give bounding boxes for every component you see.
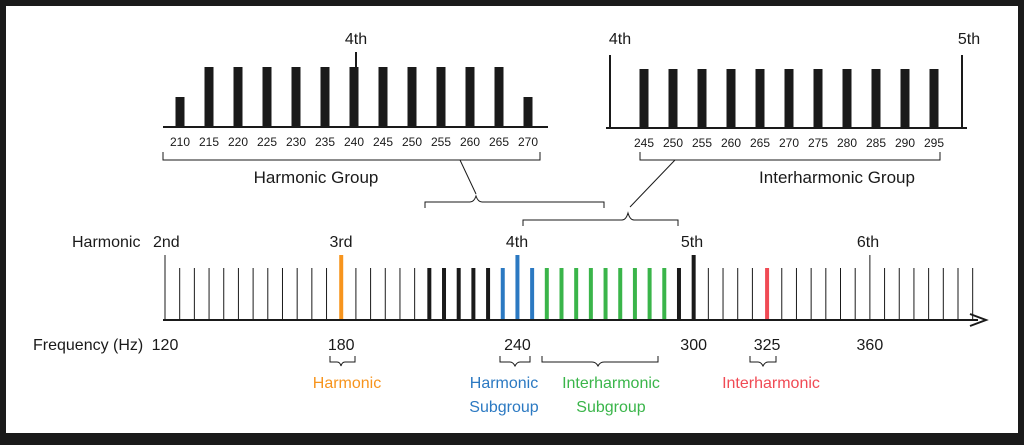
frequency-axis-arrow-icon	[969, 313, 989, 327]
interharmonic-group-frequency-label: 255	[692, 136, 712, 150]
interharmonic-group-bar	[842, 69, 852, 128]
harmonic-group-frequency-label: 210	[170, 135, 190, 149]
interharmonic-group-frequency-label: 270	[779, 136, 799, 150]
interharmonic-group-brace	[522, 211, 679, 226]
interharmonic-group-label: Interharmonic Group	[759, 168, 915, 187]
interharmonic-group-frequency-label: 245	[634, 136, 654, 150]
harmonic-group-bar	[291, 67, 301, 127]
harmonic-group-frequency-label: 230	[286, 135, 306, 149]
harmonic-group-frequency-label: 265	[489, 135, 509, 149]
interharmonic-group-callout	[629, 159, 676, 208]
interharmonic-group-bar	[813, 69, 823, 128]
interharmonic-group-panel: 4th 5th 245 250 255 260 265 270 275 280 285 290 29…	[606, 31, 980, 208]
frequency-tick-label: 240	[504, 337, 531, 354]
interharmonic-group-bar	[726, 69, 736, 128]
interharmonic-group-frequency-label: 290	[895, 136, 915, 150]
interharmonic-group-left-marker-label: 4th	[609, 31, 631, 48]
interharmonic-group-frequency-label: 295	[924, 136, 944, 150]
harmonic-group-bracket	[162, 152, 541, 161]
interharmonic-group-bracket	[639, 152, 941, 161]
interharmonic-group-frequency-label: 285	[866, 136, 886, 150]
harmonic-group-frequency-labels: 210 215 220 225 230 235 240 245 250 255 260 265 270	[170, 135, 538, 149]
legend: Harmonic Harmonic Subgroup Interharmonic…	[313, 375, 820, 416]
harmonic-group-marker-label: 4th	[345, 31, 367, 48]
harmonic-group-frequency-label: 220	[228, 135, 248, 149]
frequency-tick-label: 120	[152, 337, 179, 354]
interharmonic-group-frequency-label: 280	[837, 136, 857, 150]
interharmonic-group-frequency-label: 275	[808, 136, 828, 150]
interharmonic-group-bar	[871, 69, 881, 128]
interharmonic-group-bar	[697, 69, 707, 128]
spectrum: Harmonic 2nd 3rd 4th 5th 6th Frequency (Hz) …	[33, 234, 989, 354]
legend-harmonic: Harmonic	[313, 375, 381, 392]
harmonic-group-bar	[494, 67, 504, 127]
interharmonic-group-frequency-label: 265	[750, 136, 770, 150]
interharmonic-group-bar	[784, 69, 794, 128]
harmonic-group-bar	[233, 67, 243, 127]
harmonic-group-bar	[436, 67, 446, 127]
harmonic-order-labels: 2nd 3rd 4th 5th 6th	[153, 234, 879, 251]
interharmonic-group-bar	[755, 69, 765, 128]
harmonic-group-bar	[204, 67, 214, 127]
interharmonic-group-bar	[668, 69, 678, 128]
harmonic-group-callout	[459, 159, 477, 195]
harmonic-group-brace	[424, 194, 605, 208]
frequency-tick-label: 325	[754, 337, 781, 354]
interharmonic-group-frequency-label: 250	[663, 136, 683, 150]
harmonic-group-bar	[407, 67, 417, 127]
interharmonic-brace	[749, 356, 777, 368]
interharmonic-group-right-marker-label: 5th	[958, 31, 980, 48]
harmonic-group-frequency-label: 225	[257, 135, 277, 149]
harmonic-group-bar	[523, 97, 533, 127]
harmonic-group-frequency-label: 270	[518, 135, 538, 149]
harmonic-group-frequency-label: 240	[344, 135, 364, 149]
harmonic-group-bar	[320, 67, 330, 127]
harmonic-group-frequency-label: 260	[460, 135, 480, 149]
harmonic-group-frequency-label: 250	[402, 135, 422, 149]
harmonic-order-label: 2nd	[153, 234, 180, 251]
harmonic-group-frequency-label: 215	[199, 135, 219, 149]
interharmonic-group-bar	[929, 69, 939, 128]
frequency-axis-label: Frequency (Hz)	[33, 337, 143, 354]
legend-harmonic-subgroup-line2: Subgroup	[469, 399, 538, 416]
harmonic-group-bar	[349, 67, 359, 127]
harmonic-row-label: Harmonic	[72, 234, 140, 251]
interharmonic-group-bar	[639, 69, 649, 128]
harmonic-group-bar	[465, 67, 475, 127]
interharmonic-group-bars	[639, 69, 939, 128]
harmonic-group-frequency-label: 235	[315, 135, 335, 149]
harmonic-group-panel: 4th 210 215 220 225 230 235 240 245 250 255 260 265…	[162, 31, 548, 195]
harmonic-group-frequency-label: 255	[431, 135, 451, 149]
interharmonic-subgroup-brace	[541, 356, 659, 368]
legend-interharmonic: Interharmonic	[722, 375, 820, 392]
harmonic-group-bar	[175, 97, 185, 127]
harmonic-subgroup-brace	[499, 356, 531, 368]
frequency-tick-label: 300	[680, 337, 707, 354]
harmonic-group-bar	[262, 67, 272, 127]
diagram-canvas	[6, 6, 1018, 433]
harmonic-group-bars	[175, 67, 533, 127]
frequency-tick-label: 180	[328, 337, 355, 354]
frequency-tick-labels: 120 180 240 300 325 360	[152, 337, 884, 354]
interharmonic-group-frequency-label: 260	[721, 136, 741, 150]
harmonic-brace	[329, 356, 356, 367]
harmonic-group-bar	[378, 67, 388, 127]
harmonic-order-label: 3rd	[329, 234, 352, 251]
interharmonic-group-bar	[900, 69, 910, 128]
interharmonic-group-frequency-labels: 245 250 255 260 265 270 275 280 285 290 295	[634, 136, 944, 150]
frequency-tick-label: 360	[857, 337, 884, 354]
harmonic-order-label: 5th	[681, 234, 703, 251]
harmonic-order-label: 6th	[857, 234, 879, 251]
harmonic-group-frequency-label: 245	[373, 135, 393, 149]
harmonic-group-label: Harmonic Group	[254, 168, 379, 187]
legend-interharmonic-subgroup-line1: Interharmonic	[562, 375, 660, 392]
legend-interharmonic-subgroup-line2: Subgroup	[576, 399, 645, 416]
legend-harmonic-subgroup-line1: Harmonic	[470, 375, 538, 392]
harmonic-order-label: 4th	[506, 234, 528, 251]
spectrum-lines	[164, 255, 974, 320]
